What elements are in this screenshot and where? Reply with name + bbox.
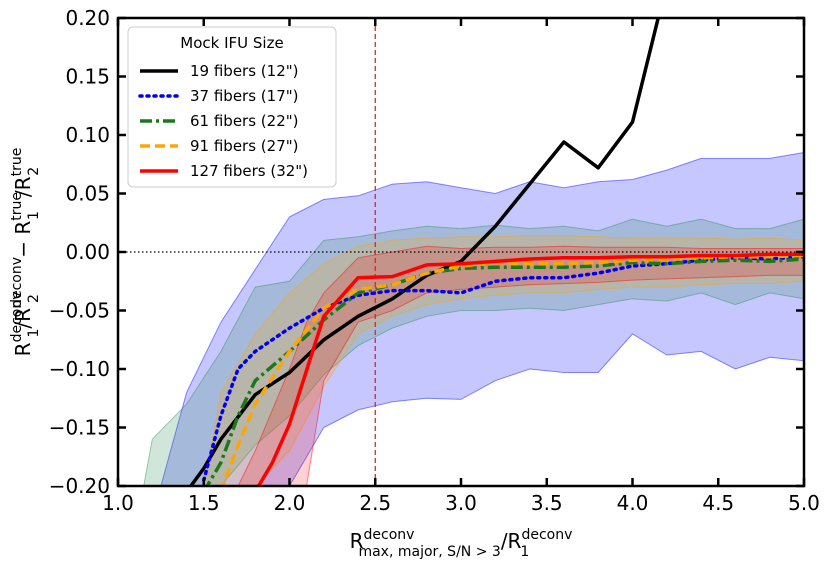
legend-label-1: 37 fibers (17") (190, 87, 299, 105)
band-1 (143, 218, 804, 486)
y-tick-label: 0.00 (65, 240, 110, 264)
y-tick-label: −0.05 (49, 299, 110, 323)
x-tick-label: 1.5 (188, 491, 220, 515)
x-tick-label: 3.5 (531, 491, 563, 515)
reference-lines (118, 18, 804, 486)
x-axis-ticks: 1.0 1.5 2.0 2.5 3.0 3.5 4.0 4.5 5.0 (102, 18, 820, 515)
uncertainty-bands (143, 151, 804, 486)
legend-label-4: 127 fibers (32") (190, 162, 308, 180)
series-line-4 (256, 252, 804, 486)
x-tick-label: 2.5 (359, 491, 391, 515)
x-tick-label: 5.0 (788, 491, 820, 515)
y-tick-label: −0.15 (49, 416, 110, 440)
y-axis-label: Rdeconv1/Rdeconv2 − Rtrue1/Rtrue2 (9, 148, 42, 357)
legend-title: Mock IFU Size (180, 34, 283, 52)
legend-label-3: 91 fibers (27") (190, 137, 299, 155)
x-tick-label: 3.0 (445, 491, 477, 515)
svg-text:Rdeconv1/Rdeconv2 − Rtrue1/Rtr: Rdeconv1/Rdeconv2 − Rtrue1/Rtrue2 (9, 148, 42, 357)
y-tick-label: 0.10 (65, 123, 110, 147)
x-tick-label: 4.5 (702, 491, 734, 515)
y-tick-label: 0.20 (65, 6, 110, 30)
x-tick-label: 1.0 (102, 491, 134, 515)
legend-box (127, 26, 337, 188)
series-line-1 (202, 254, 804, 482)
x-axis-label: Rdeconv max, major, S/N > 3/Rdeconv 1 (350, 527, 573, 560)
y-tick-label: 0.15 (65, 65, 110, 89)
legend: Mock IFU Size 19 fibers (12") 37 fibers (… (127, 26, 337, 188)
x-tick-label: 4.0 (617, 491, 649, 515)
series-line-0 (188, 18, 660, 486)
y-axis-ticks: 0.20 0.15 0.10 0.05 0.00 −0.05 −0.10 −0.15 −0.20 (49, 6, 804, 498)
legend-label-0: 19 fibers (12") (190, 62, 299, 80)
y-tick-label: −0.20 (49, 474, 110, 498)
x-tick-label: 2.0 (274, 491, 306, 515)
y-tick-label: −0.10 (49, 357, 110, 381)
y-tick-label: 0.05 (65, 182, 110, 206)
legend-label-2: 61 fibers (22") (190, 112, 299, 130)
series-line-3 (221, 253, 804, 486)
series-line-2 (205, 257, 804, 486)
data-series (188, 18, 804, 486)
